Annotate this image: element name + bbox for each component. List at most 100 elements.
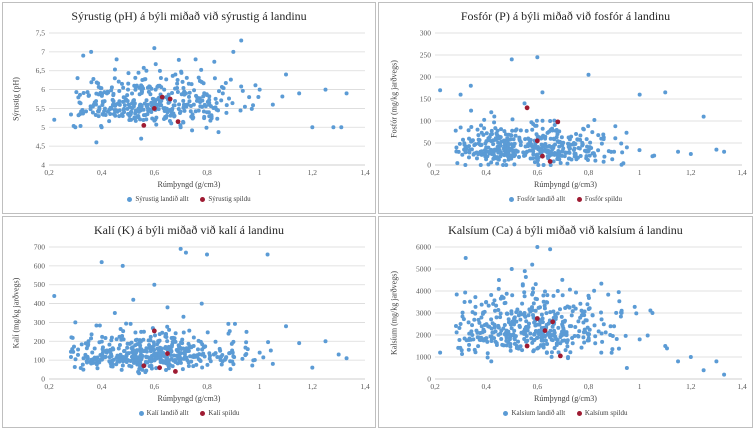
data-point-all [471,337,476,342]
x-tick-label: 0,4 [481,382,491,391]
data-point [127,363,132,368]
data-point [476,137,481,142]
legend-label: Kalsíum spildu [584,409,628,417]
data-point-all [548,119,553,123]
data-point [618,314,623,319]
data-point [603,330,608,335]
data-point-all [323,339,328,344]
data-point [202,91,207,96]
data-point [492,120,497,125]
data-point [130,91,135,96]
data-point [189,359,194,364]
data-point [184,75,189,80]
data-point [89,80,94,85]
data-point [489,293,494,298]
data-point [539,319,544,324]
data-point [596,133,601,138]
data-point [167,327,172,332]
data-point [513,128,518,133]
y-axis-label: Kalí (mg/kg jarðvegs) [11,277,21,349]
data-point [152,352,157,357]
data-point-all [231,354,236,359]
data-point [546,148,551,153]
data-point [593,341,598,346]
y-tick-label: 150 [420,95,432,104]
data-point [457,141,462,146]
data-point [460,152,465,157]
x-axis-label: Rúmþyngd (g/cm3) [157,394,221,403]
data-point [478,163,483,167]
data-point [560,324,565,329]
data-point [539,325,544,330]
data-point [85,343,90,348]
data-point [268,348,273,353]
data-point [530,308,535,313]
data-point-all [438,350,443,355]
data-point [551,159,556,164]
data-point [599,281,604,286]
data-point [506,143,511,148]
y-tick-label: 400 [34,299,46,308]
data-point [532,338,537,343]
y-tick-label: 100 [34,356,46,365]
legend-item-all: Kalí landið allt [138,409,189,417]
data-point [563,348,568,353]
data-point [552,118,557,123]
series-all-cloud [68,314,273,376]
data-point [548,136,553,141]
x-tick-label: 1 [258,168,262,177]
data-point [520,301,525,306]
data-point [133,338,138,343]
data-point [503,300,508,305]
data-point [149,109,154,114]
data-point [557,307,562,312]
data-point [502,158,507,163]
data-point [90,110,95,115]
data-point [148,338,153,343]
data-point [500,342,505,347]
data-point [187,90,192,95]
data-point [202,102,207,107]
data-point-all [496,136,501,141]
x-tick-label: 1,2 [308,382,318,391]
data-point [114,57,119,62]
data-point [493,126,498,131]
data-point-all [637,337,642,342]
data-point [108,105,113,110]
data-point [526,321,531,326]
data-point [229,341,234,346]
data-point [193,57,198,62]
y-tick-label: 0 [427,375,431,384]
data-point [575,333,580,338]
data-point [120,363,125,368]
x-tick-label: 0,2 [430,168,440,177]
data-point-all [239,38,244,43]
plot-area: 0 1000 2000 3000 4000 5000 6000 0,2 0,4 0,6 0,8 1 1,… [416,243,747,392]
data-point [517,138,522,143]
data-point [176,349,181,354]
data-point [280,94,285,99]
data-point-all [144,68,149,73]
data-point-all [573,154,578,159]
data-point [472,317,477,322]
data-point-all [73,125,78,130]
data-point [580,143,585,148]
data-point [187,99,192,104]
data-point-field [151,106,157,111]
data-point [586,306,591,311]
data-point [251,103,256,108]
data-point [91,102,96,107]
data-point-all [120,263,125,268]
y-tick-label: 100 [420,117,432,126]
data-point [228,359,233,364]
data-point [476,133,481,138]
x-tick-label: 0,4 [481,168,491,177]
data-point [175,81,180,86]
data-point [560,277,565,282]
data-point [517,154,522,159]
data-point [171,111,176,116]
data-point [492,147,497,152]
data-point-all [257,87,262,92]
data-point [127,113,132,118]
data-point-all [152,46,157,51]
